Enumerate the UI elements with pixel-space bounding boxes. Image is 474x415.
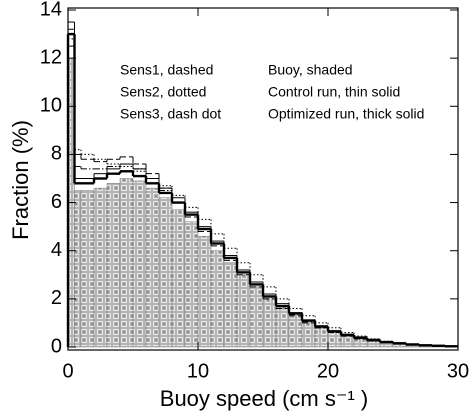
bar [236,274,251,348]
plot-frame [67,7,459,351]
legend-label: Buoy, shaded [268,62,353,78]
y-tick-label: 12 [40,46,62,68]
bar [288,313,303,348]
plot-area [66,21,459,348]
y-tick-label: 14 [40,0,62,20]
x-tick-label: 0 [62,360,73,382]
legend-label: Sens2, dotted [120,84,206,100]
bar [184,221,199,348]
legend-label: Sens1, dashed [120,62,213,78]
bar [74,190,82,348]
bar [262,296,277,348]
x-tick-label: 10 [187,360,209,382]
legend-label: Sens3, dash dot [120,106,221,122]
bar [210,250,225,348]
y-tick-label: 6 [51,191,62,213]
bar [119,178,134,348]
legend-label: Control run, thin solid [268,84,400,100]
bar [80,190,95,348]
bar [249,286,264,348]
bar [93,187,108,348]
y-tick-label: 2 [51,287,62,309]
x-tick-label: 30 [447,360,469,382]
y-tick-label: 10 [40,95,62,117]
bar [106,183,121,348]
bar [275,305,290,348]
bar [158,197,173,348]
y-tick-label: 8 [51,143,62,165]
y-tick-label: 0 [51,335,62,357]
bar [145,187,160,348]
bar [314,325,329,348]
legend-label: Optimized run, thick solid [268,106,424,122]
x-axis-label: Buoy speed (cm s⁻¹ ) [160,386,368,411]
bar [171,209,186,348]
bar [301,320,316,348]
bar [197,236,212,348]
bar [223,262,238,348]
y-tick-label: 4 [51,239,62,261]
y-axis-label: Fraction (%) [8,120,33,240]
bar [132,180,147,348]
x-tick-label: 20 [317,360,339,382]
